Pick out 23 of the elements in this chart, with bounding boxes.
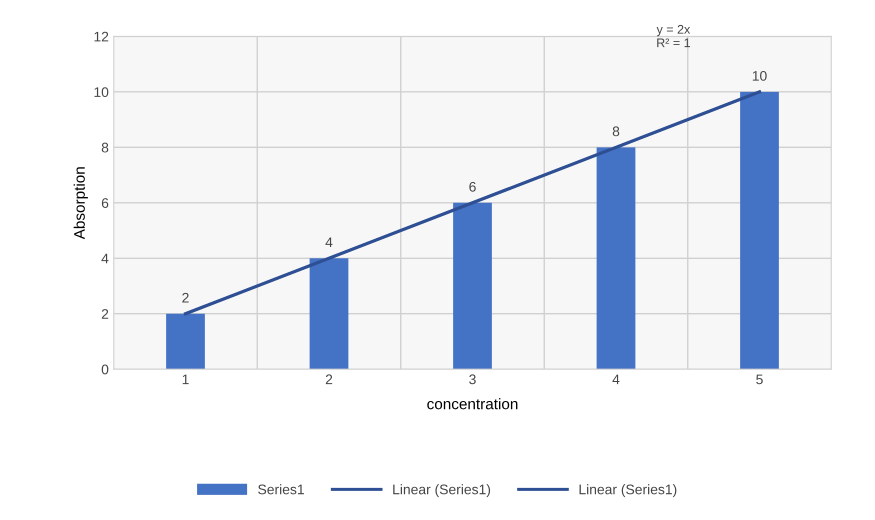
x-tick-label: 5: [756, 374, 763, 384]
y-axis-title: Absorption: [74, 167, 88, 240]
x-tick-label: 2: [326, 374, 332, 384]
x-tick-label: 3: [469, 374, 476, 384]
x-tick-label: 1: [182, 374, 189, 384]
legend-label: Series1: [258, 484, 304, 494]
y-tick-label: 12: [94, 32, 108, 42]
data-label: 4: [325, 237, 332, 248]
x-axis-title: concentration: [427, 398, 518, 410]
y-tick-label: 6: [102, 198, 108, 208]
legend-label: Linear (Series1): [393, 484, 490, 498]
y-tick-label: 8: [102, 142, 108, 153]
x-tick-label: 4: [612, 374, 620, 384]
annotation: y = 2x R² = 1: [656, 24, 690, 48]
legend-label: Linear (Series1): [580, 484, 676, 498]
y-tick-label: 0: [102, 364, 108, 374]
y-tick-label: 4: [101, 254, 108, 264]
y-tick-label: 2: [102, 309, 108, 319]
data-label: 10: [752, 70, 767, 81]
data-label: 2: [182, 292, 189, 303]
data-label: 8: [612, 126, 620, 136]
y-tick-label: 10: [94, 87, 108, 98]
data-label: 6: [469, 182, 476, 192]
